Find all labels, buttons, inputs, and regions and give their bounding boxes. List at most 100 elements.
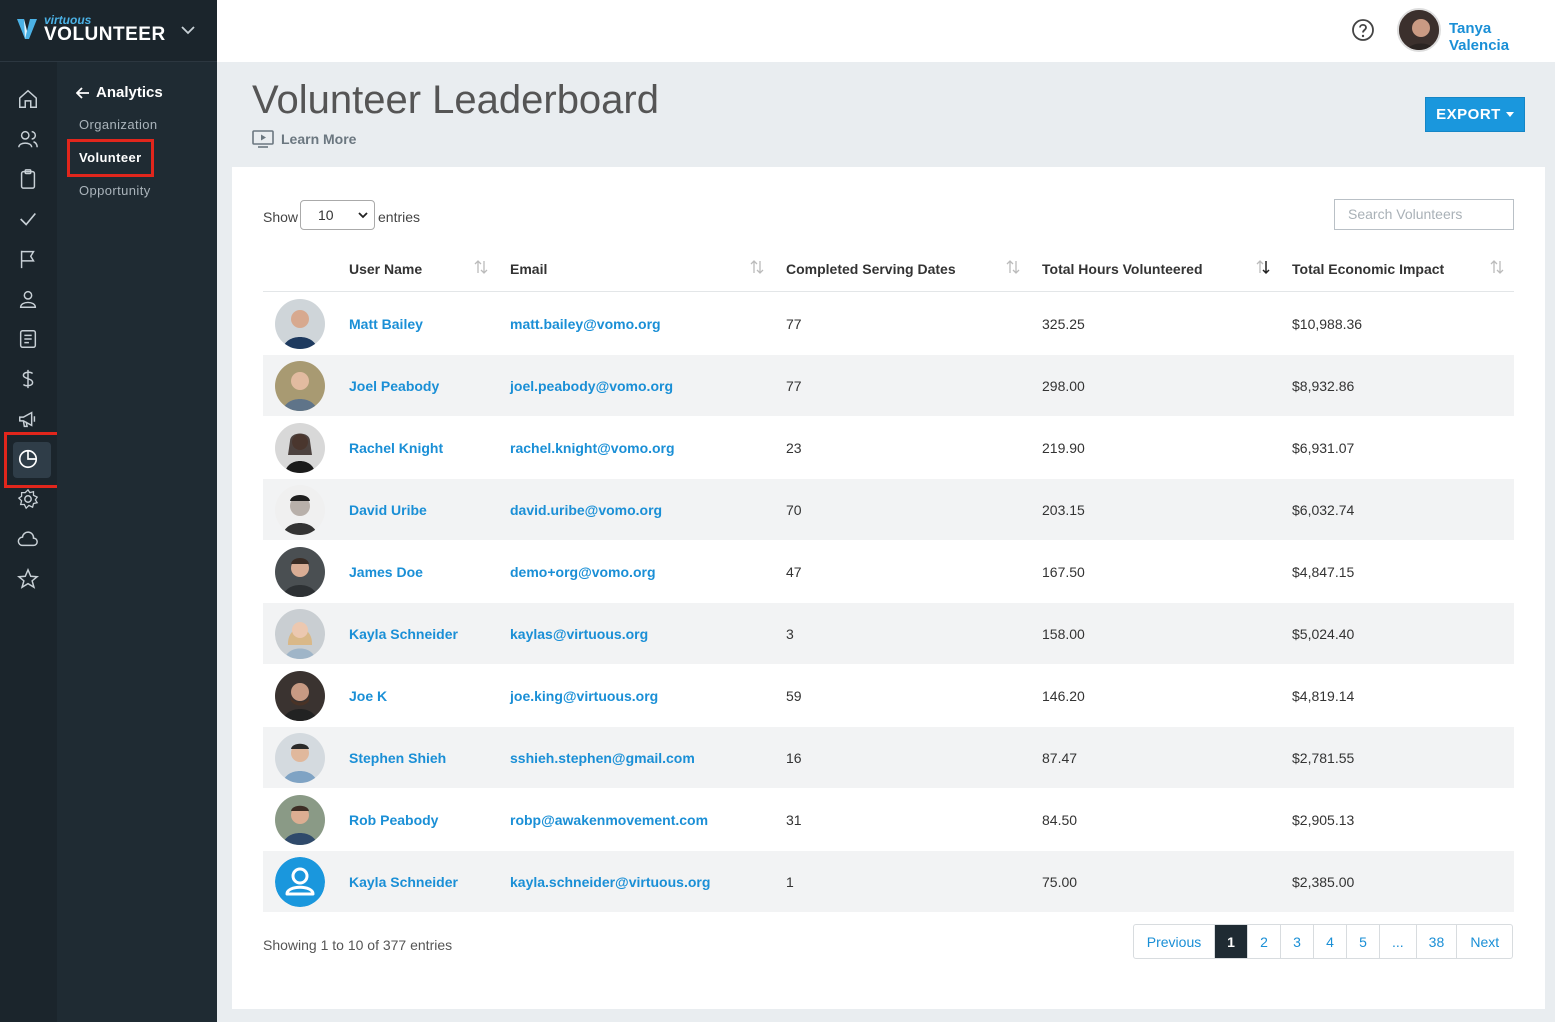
arrow-left-icon bbox=[76, 86, 89, 99]
email-link[interactable]: demo+org@vomo.org bbox=[510, 564, 656, 580]
pagination-previous[interactable]: Previous bbox=[1146, 933, 1202, 950]
export-label: EXPORT bbox=[1436, 106, 1501, 123]
completed-dates: 23 bbox=[786, 440, 802, 456]
economic-impact: $4,819.14 bbox=[1292, 688, 1355, 704]
table-header: User Name Email Completed Serving Dates … bbox=[263, 242, 1514, 292]
email-link[interactable]: kayla.schneider@virtuous.org bbox=[510, 874, 711, 890]
email-link[interactable]: rachel.knight@vomo.org bbox=[510, 440, 675, 456]
rail-highlight-box bbox=[4, 432, 60, 488]
total-hours: 84.50 bbox=[1042, 812, 1078, 828]
pagination-page-5[interactable]: 5 bbox=[1346, 925, 1379, 958]
avatar[interactable] bbox=[275, 423, 325, 473]
sort-icon[interactable] bbox=[474, 259, 488, 275]
table-row: Stephen Shieh sshieh.stephen@gmail.com 1… bbox=[263, 727, 1514, 789]
flag-icon[interactable] bbox=[16, 247, 40, 271]
user-name-link[interactable]: Rob Peabody bbox=[349, 812, 439, 828]
megaphone-icon[interactable] bbox=[16, 407, 40, 431]
show-label: Show bbox=[263, 209, 299, 225]
brand-header[interactable]: virtuous VOLUNTEER bbox=[0, 0, 217, 62]
document-icon[interactable] bbox=[16, 327, 40, 351]
table-row: Joe K joe.king@virtuous.org 59 146.20 $4… bbox=[263, 665, 1514, 727]
total-hours: 219.90 bbox=[1042, 440, 1085, 456]
email-link[interactable]: sshieh.stephen@gmail.com bbox=[510, 750, 695, 766]
avatar[interactable] bbox=[275, 609, 325, 659]
table-row: Kayla Schneider kaylas@virtuous.org 3 15… bbox=[263, 603, 1514, 665]
user-photo-icon bbox=[1399, 10, 1439, 50]
total-hours: 167.50 bbox=[1042, 564, 1085, 580]
chevron-down-icon[interactable] bbox=[180, 22, 196, 38]
column-header-email[interactable]: Email bbox=[510, 261, 548, 277]
default-avatar-icon[interactable] bbox=[275, 857, 325, 907]
analytics-pie-icon[interactable] bbox=[16, 447, 40, 471]
email-link[interactable]: kaylas@virtuous.org bbox=[510, 626, 649, 642]
column-header-economic-impact[interactable]: Total Economic Impact bbox=[1292, 261, 1445, 277]
pagination-page-1[interactable]: 1 bbox=[1214, 925, 1247, 958]
user-name-link[interactable]: David Uribe bbox=[349, 502, 427, 518]
clipboard-icon[interactable] bbox=[16, 167, 40, 191]
user-name-link[interactable]: Matt Bailey bbox=[349, 316, 423, 332]
avatar[interactable] bbox=[275, 299, 325, 349]
email-link[interactable]: joe.king@virtuous.org bbox=[510, 688, 659, 704]
avatar[interactable] bbox=[275, 485, 325, 535]
user-name-link[interactable]: Joel Peabody bbox=[349, 378, 440, 394]
icon-rail bbox=[0, 62, 60, 1022]
sort-desc-icon[interactable] bbox=[1256, 259, 1270, 275]
pagination-page-3[interactable]: 3 bbox=[1280, 925, 1313, 958]
completed-dates: 77 bbox=[786, 316, 802, 332]
table-row: David Uribe david.uribe@vomo.org 70 203.… bbox=[263, 479, 1514, 541]
subnav-item-volunteer[interactable]: Volunteer bbox=[79, 150, 142, 165]
home-icon[interactable] bbox=[16, 87, 40, 111]
column-header-user-name[interactable]: User Name bbox=[349, 261, 423, 277]
subnav-item-organization[interactable]: Organization bbox=[79, 117, 158, 132]
email-link[interactable]: joel.peabody@vomo.org bbox=[510, 378, 674, 394]
user-name-link[interactable]: Stephen Shieh bbox=[349, 750, 447, 766]
pagination-page-38[interactable]: 38 bbox=[1415, 925, 1457, 958]
cloud-icon[interactable] bbox=[16, 527, 40, 551]
email-link[interactable]: matt.bailey@vomo.org bbox=[510, 316, 661, 332]
help-icon[interactable] bbox=[1351, 18, 1375, 42]
back-to-analytics[interactable]: Analytics bbox=[76, 84, 163, 101]
user-name-link[interactable]: Kayla Schneider bbox=[349, 874, 458, 890]
search-input[interactable]: Search Volunteers bbox=[1334, 199, 1514, 230]
avatar[interactable] bbox=[275, 671, 325, 721]
pagination-page-2[interactable]: 2 bbox=[1247, 925, 1280, 958]
sort-icon[interactable] bbox=[1006, 259, 1020, 275]
analytics-label: Analytics bbox=[96, 84, 163, 101]
pagination-next[interactable]: Next bbox=[1456, 925, 1512, 958]
completed-dates: 3 bbox=[786, 626, 794, 642]
avatar[interactable] bbox=[275, 361, 325, 411]
star-icon[interactable] bbox=[16, 567, 40, 591]
dollar-icon[interactable] bbox=[16, 367, 40, 391]
user-name-link[interactable]: Joe K bbox=[349, 688, 388, 704]
page-size-value: 10 bbox=[318, 207, 334, 223]
user-name-link[interactable]: James Doe bbox=[349, 564, 423, 580]
settings-gear-icon[interactable] bbox=[16, 487, 40, 511]
column-header-total-hours[interactable]: Total Hours Volunteered bbox=[1042, 261, 1203, 277]
user-avatar[interactable] bbox=[1397, 8, 1441, 52]
user-name-link[interactable]: Rachel Knight bbox=[349, 440, 444, 456]
user-name[interactable]: Tanya Valencia bbox=[1449, 20, 1510, 54]
page-size-select[interactable]: 10 bbox=[300, 200, 375, 230]
sort-icon[interactable] bbox=[750, 259, 764, 275]
avatar[interactable] bbox=[275, 547, 325, 597]
table-row: Rob Peabody robp@awakenmovement.com 31 8… bbox=[263, 789, 1514, 851]
email-link[interactable]: david.uribe@vomo.org bbox=[510, 502, 663, 518]
user-name-link[interactable]: Kayla Schneider bbox=[349, 626, 458, 642]
check-icon[interactable] bbox=[16, 207, 40, 231]
table-row: Rachel Knight rachel.knight@vomo.org 23 … bbox=[263, 417, 1514, 479]
email-link[interactable]: robp@awakenmovement.com bbox=[510, 812, 709, 828]
page-title: Volunteer Leaderboard bbox=[252, 78, 659, 122]
person-icon[interactable] bbox=[16, 287, 40, 311]
sort-icon[interactable] bbox=[1490, 259, 1504, 275]
total-hours: 325.25 bbox=[1042, 316, 1085, 332]
users-icon[interactable] bbox=[16, 127, 40, 151]
subnav-item-opportunity[interactable]: Opportunity bbox=[79, 183, 151, 198]
pagination-page-4[interactable]: 4 bbox=[1313, 925, 1346, 958]
learn-more-link[interactable]: Learn More bbox=[252, 130, 356, 148]
completed-dates: 1 bbox=[786, 874, 794, 890]
column-header-completed-dates[interactable]: Completed Serving Dates bbox=[786, 261, 956, 277]
avatar[interactable] bbox=[275, 733, 325, 783]
export-button[interactable]: EXPORT bbox=[1425, 97, 1525, 132]
completed-dates: 47 bbox=[786, 564, 802, 580]
avatar[interactable] bbox=[275, 795, 325, 845]
